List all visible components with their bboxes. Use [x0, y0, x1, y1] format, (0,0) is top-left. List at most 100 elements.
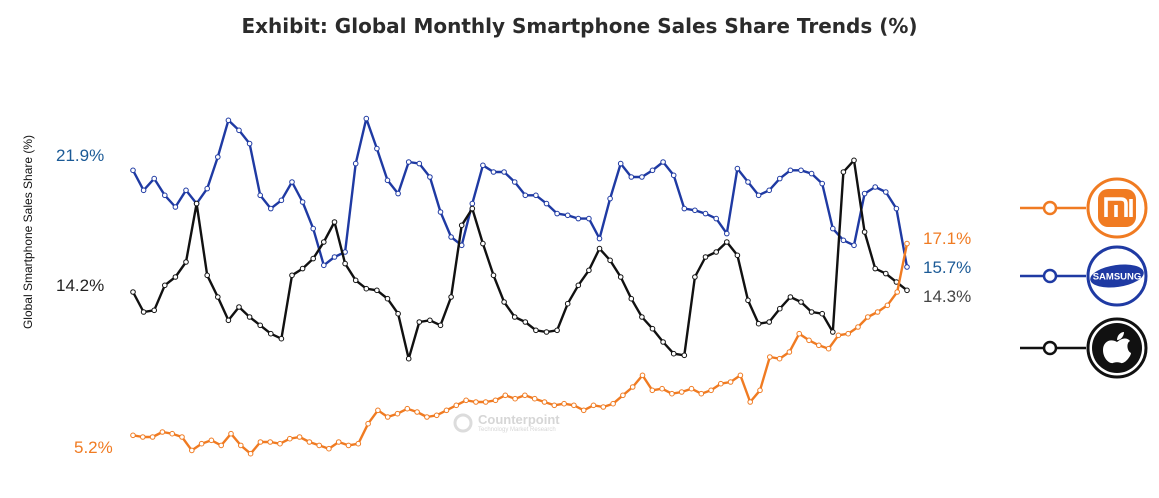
samsung-point	[628, 174, 635, 180]
apple-point	[246, 314, 253, 320]
xiaomi-point	[247, 450, 254, 457]
apple-point	[363, 285, 370, 292]
apple-point	[321, 239, 327, 245]
xiaomi-end-label: 17.1%	[923, 229, 972, 248]
xiaomi-point	[541, 399, 548, 405]
apple-point	[692, 274, 698, 280]
xiaomi-point	[825, 345, 832, 352]
apple-point	[257, 322, 264, 329]
samsung-point	[321, 262, 327, 269]
apple-point	[268, 330, 274, 337]
apple-point	[649, 325, 656, 332]
samsung-point	[617, 160, 624, 167]
xiaomi-point	[189, 447, 195, 454]
samsung-point	[427, 174, 433, 180]
samsung-point	[660, 159, 666, 165]
xiaomi-point	[855, 324, 861, 330]
apple-point	[755, 320, 762, 327]
xiaomi-point	[257, 439, 264, 445]
xiaomi-point	[571, 402, 577, 409]
apple-point	[236, 304, 242, 310]
samsung-point	[130, 167, 136, 174]
apple-point	[151, 307, 157, 314]
apple-point	[660, 339, 666, 345]
samsung-point	[278, 197, 285, 204]
apple-logo-icon	[1086, 317, 1148, 379]
watermark-icon	[453, 413, 473, 433]
xiaomi-point	[620, 392, 626, 399]
apple-point	[342, 260, 348, 267]
xiaomi-point	[414, 409, 420, 415]
xiaomi-point	[718, 380, 724, 387]
samsung-point	[787, 167, 794, 174]
xiaomi-point	[688, 385, 695, 392]
samsung-point	[755, 192, 762, 199]
samsung-point	[268, 205, 274, 212]
legend-xiaomi-marker	[1042, 200, 1058, 216]
samsung-point	[554, 210, 560, 217]
samsung-point	[830, 225, 836, 232]
samsung-point	[299, 199, 306, 205]
samsung-point	[363, 115, 370, 122]
xiaomi-point	[149, 434, 156, 440]
xiaomi-point	[639, 372, 646, 379]
samsung-point	[724, 230, 730, 237]
apple-point	[904, 287, 910, 294]
samsung-point	[225, 117, 232, 124]
xiaomi-start-label: 5.2%	[74, 438, 113, 457]
samsung-point	[480, 162, 486, 169]
xiaomi-point	[610, 400, 616, 407]
samsung-point	[257, 192, 264, 199]
apple-point	[458, 222, 465, 229]
samsung-point	[713, 215, 720, 222]
xiaomi-point	[580, 407, 587, 414]
apple-point	[437, 322, 444, 329]
samsung-point	[745, 179, 751, 185]
xiaomi-point	[512, 395, 518, 402]
xiaomi-point	[747, 399, 754, 405]
samsung-series	[130, 115, 910, 270]
legend: SAMSUNG	[1020, 177, 1148, 379]
xiaomi-logo-icon	[1086, 177, 1148, 239]
apple-point	[798, 299, 804, 305]
samsung-point	[236, 127, 242, 134]
xiaomi-point	[865, 314, 871, 320]
apple-point	[617, 274, 624, 280]
samsung-point	[172, 204, 179, 210]
apple-point	[734, 252, 741, 259]
apple-point	[724, 239, 730, 245]
xiaomi-point	[179, 434, 185, 440]
apple-point	[586, 267, 592, 274]
xiaomi-point	[130, 432, 136, 439]
apple-point	[130, 289, 136, 295]
apple-point	[670, 350, 677, 357]
xiaomi-point	[345, 442, 352, 449]
apple-point	[702, 254, 709, 260]
apple-point	[639, 314, 645, 320]
apple-point	[480, 240, 486, 247]
xiaomi-point	[659, 385, 665, 392]
xiaomi-point	[453, 402, 460, 409]
xiaomi-point	[296, 434, 303, 440]
xiaomi-point	[463, 397, 469, 404]
legend-xiaomi	[1020, 177, 1148, 239]
xiaomi-point	[355, 440, 362, 447]
xiaomi-point	[316, 442, 323, 449]
samsung-point	[437, 209, 444, 215]
xiaomi-point	[159, 429, 166, 435]
apple-point	[861, 229, 868, 235]
apple-point	[193, 200, 200, 207]
xiaomi-point	[277, 440, 283, 447]
xiaomi-point	[169, 430, 175, 437]
xiaomi-point	[551, 402, 558, 409]
watermark-text: Counterpoint	[478, 412, 560, 427]
apple-point	[416, 319, 423, 325]
series-lines	[130, 115, 910, 457]
apple-point	[490, 272, 497, 279]
xiaomi-point	[522, 392, 528, 399]
xiaomi-point	[267, 439, 274, 445]
apple-point	[543, 329, 550, 335]
apple-point	[777, 305, 783, 312]
samsung-point	[289, 179, 295, 185]
